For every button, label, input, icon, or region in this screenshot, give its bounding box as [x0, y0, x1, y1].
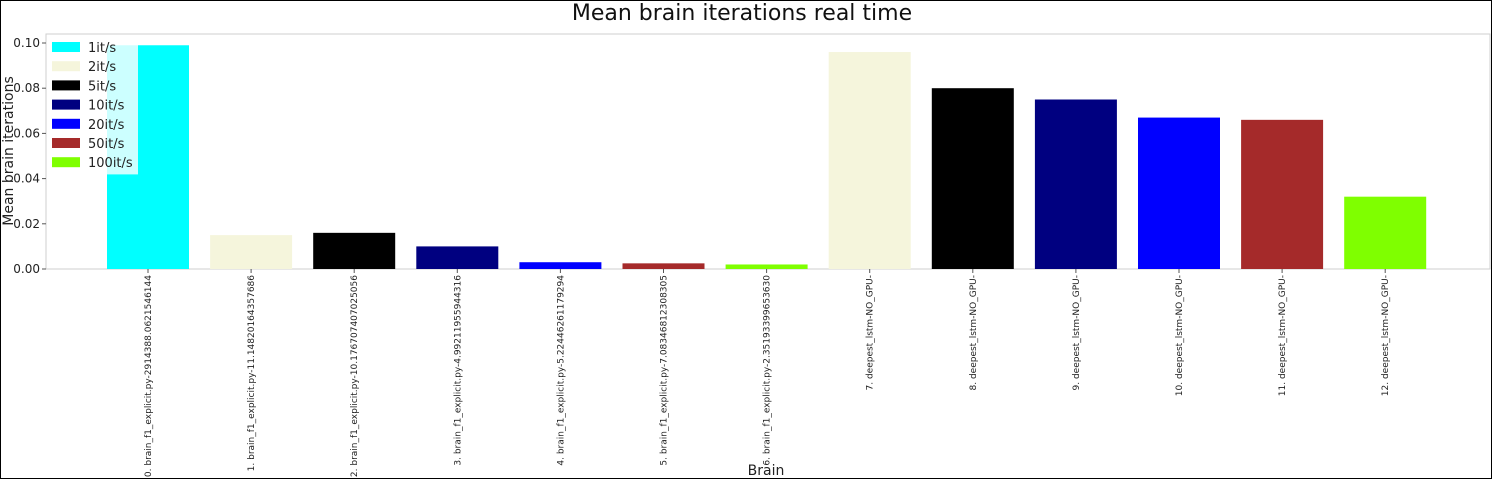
y-tick-label: 0.06	[13, 126, 40, 140]
bar	[1034, 99, 1117, 269]
x-tick-label: 2. brain_f1_explicit.py-10.1767074070250…	[350, 275, 360, 477]
plot-area: 0.00 0.02 0.04 0.06 0.08 0.10 0. brain_f1_expl…	[13, 33, 1491, 477]
legend: 1it/s 2it/s 5it/s 10it/s 20it/s 50it/s 100it/s	[48, 36, 138, 175]
y-tick-label: 0.08	[13, 81, 40, 95]
y-tick-label: 0.10	[13, 36, 40, 50]
x-tick-label: 8. deepest_lstm-NO_GPU-	[969, 275, 979, 391]
bar	[210, 235, 293, 269]
y-axis-title: Mean brain iterations	[1, 76, 17, 225]
bar	[416, 246, 499, 269]
x-tick-label: 9. deepest_lstm-NO_GPU-	[1072, 275, 1082, 391]
chart-title: Mean brain iterations real time	[572, 1, 912, 26]
x-axis-title: Brain	[748, 463, 785, 479]
x-tick-label: 1. brain_f1_explicit.py-11.1482016435768…	[247, 275, 257, 472]
legend-swatch	[52, 157, 80, 168]
x-tick-label: 11. deepest_lstm-NO_GPU-	[1278, 275, 1288, 396]
legend-swatch	[52, 61, 80, 72]
bar	[1344, 196, 1427, 269]
x-tick-label: 10. deepest_lstm-NO_GPU-	[1175, 275, 1185, 396]
legend-swatch	[52, 80, 80, 91]
y-tick-label: 0.00	[13, 262, 40, 276]
x-tick-label: 6. brain_f1_explicit.py-2.35193399653630	[763, 275, 773, 466]
bar	[1241, 119, 1324, 269]
legend-swatch	[52, 99, 80, 110]
legend-label: 100it/s	[88, 156, 133, 171]
bar	[622, 263, 705, 269]
x-tick-label: 12. deepest_lstm-NO_GPU-	[1381, 275, 1391, 396]
legend-label: 20it/s	[88, 118, 125, 133]
bar	[1138, 117, 1220, 269]
bar	[931, 88, 1014, 269]
bar	[725, 264, 808, 269]
bar	[313, 232, 396, 269]
x-tick-label: 3. brain_f1_explicit.py-4.99211955944316	[453, 275, 463, 466]
legend-label: 5it/s	[88, 79, 116, 94]
y-tick-label: 0.02	[13, 217, 40, 231]
legend-swatch	[52, 42, 80, 52]
legend-label: 2it/s	[88, 60, 116, 75]
x-tick-label: 0. brain_f1_explicit.py-2914388.06215461…	[144, 275, 154, 477]
x-tick-label: 7. deepest_lstm-NO_GPU-	[866, 275, 876, 391]
legend-label: 50it/s	[88, 137, 125, 152]
legend-swatch	[52, 138, 80, 148]
x-tick-label: 5. brain_f1_explicit.py-7.08346812308305	[660, 275, 670, 466]
bar	[828, 52, 911, 269]
legend-label: 10it/s	[88, 99, 125, 114]
x-tick-label: 4. brain_f1_explicit.py-5.22446261179294	[556, 275, 566, 466]
legend-swatch	[52, 118, 80, 129]
legend-label: 1it/s	[88, 41, 116, 56]
bar	[519, 262, 602, 269]
y-tick-label: 0.04	[13, 172, 40, 186]
